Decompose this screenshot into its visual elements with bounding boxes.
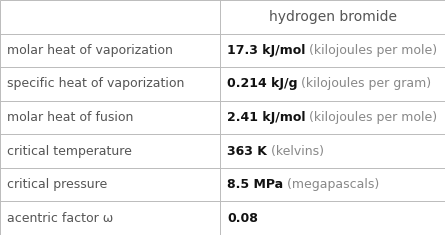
Text: critical pressure: critical pressure bbox=[7, 178, 107, 191]
Text: (kilojoules per mole): (kilojoules per mole) bbox=[305, 111, 437, 124]
Text: 363 K: 363 K bbox=[227, 145, 267, 158]
Text: 0.08: 0.08 bbox=[227, 212, 258, 225]
Text: specific heat of vaporization: specific heat of vaporization bbox=[7, 77, 184, 90]
Text: (kilojoules per mole): (kilojoules per mole) bbox=[305, 44, 437, 57]
Text: 0.214 kJ/g: 0.214 kJ/g bbox=[227, 77, 297, 90]
Text: hydrogen bromide: hydrogen bromide bbox=[269, 10, 396, 24]
Text: 8.5 MPa: 8.5 MPa bbox=[227, 178, 283, 191]
Text: acentric factor ω: acentric factor ω bbox=[7, 212, 113, 225]
Text: molar heat of vaporization: molar heat of vaporization bbox=[7, 44, 173, 57]
Text: molar heat of fusion: molar heat of fusion bbox=[7, 111, 133, 124]
Text: 17.3 kJ/mol: 17.3 kJ/mol bbox=[227, 44, 305, 57]
Text: 2.41 kJ/mol: 2.41 kJ/mol bbox=[227, 111, 305, 124]
Text: (kilojoules per gram): (kilojoules per gram) bbox=[297, 77, 432, 90]
Text: (kelvins): (kelvins) bbox=[267, 145, 324, 158]
Text: critical temperature: critical temperature bbox=[7, 145, 132, 158]
Text: (megapascals): (megapascals) bbox=[283, 178, 379, 191]
